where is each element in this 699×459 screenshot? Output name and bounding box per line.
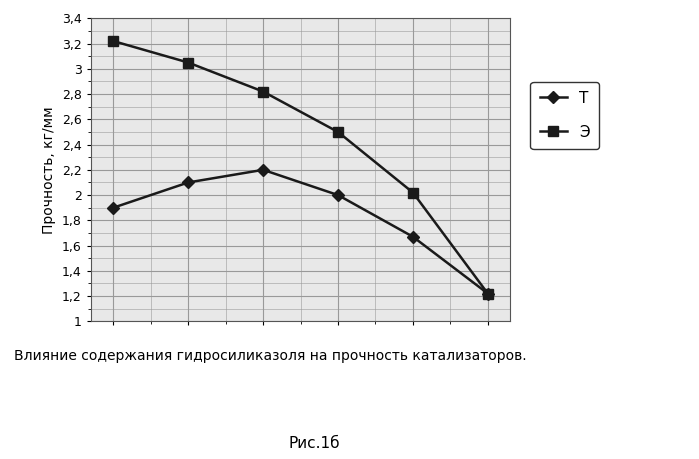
Э [109, 38, 117, 44]
Т [484, 291, 492, 297]
Т [409, 234, 417, 240]
Э [334, 129, 343, 135]
Э [184, 60, 192, 65]
Т [184, 179, 192, 185]
Т [259, 167, 267, 173]
Y-axis label: Прочность, кг/мм: Прочность, кг/мм [43, 106, 57, 234]
Т [334, 192, 343, 198]
Э [409, 190, 417, 196]
Line: Э: Э [108, 36, 493, 298]
Т [109, 205, 117, 210]
Legend: Т, Э: Т, Э [531, 82, 599, 149]
Э [484, 291, 492, 297]
Line: Т: Т [109, 166, 492, 298]
Э [259, 89, 267, 95]
Text: Рис.1б: Рис.1б [289, 436, 340, 451]
Text: Влияние содержания гидросиликазоля на прочность катализаторов.: Влияние содержания гидросиликазоля на пр… [14, 349, 526, 363]
